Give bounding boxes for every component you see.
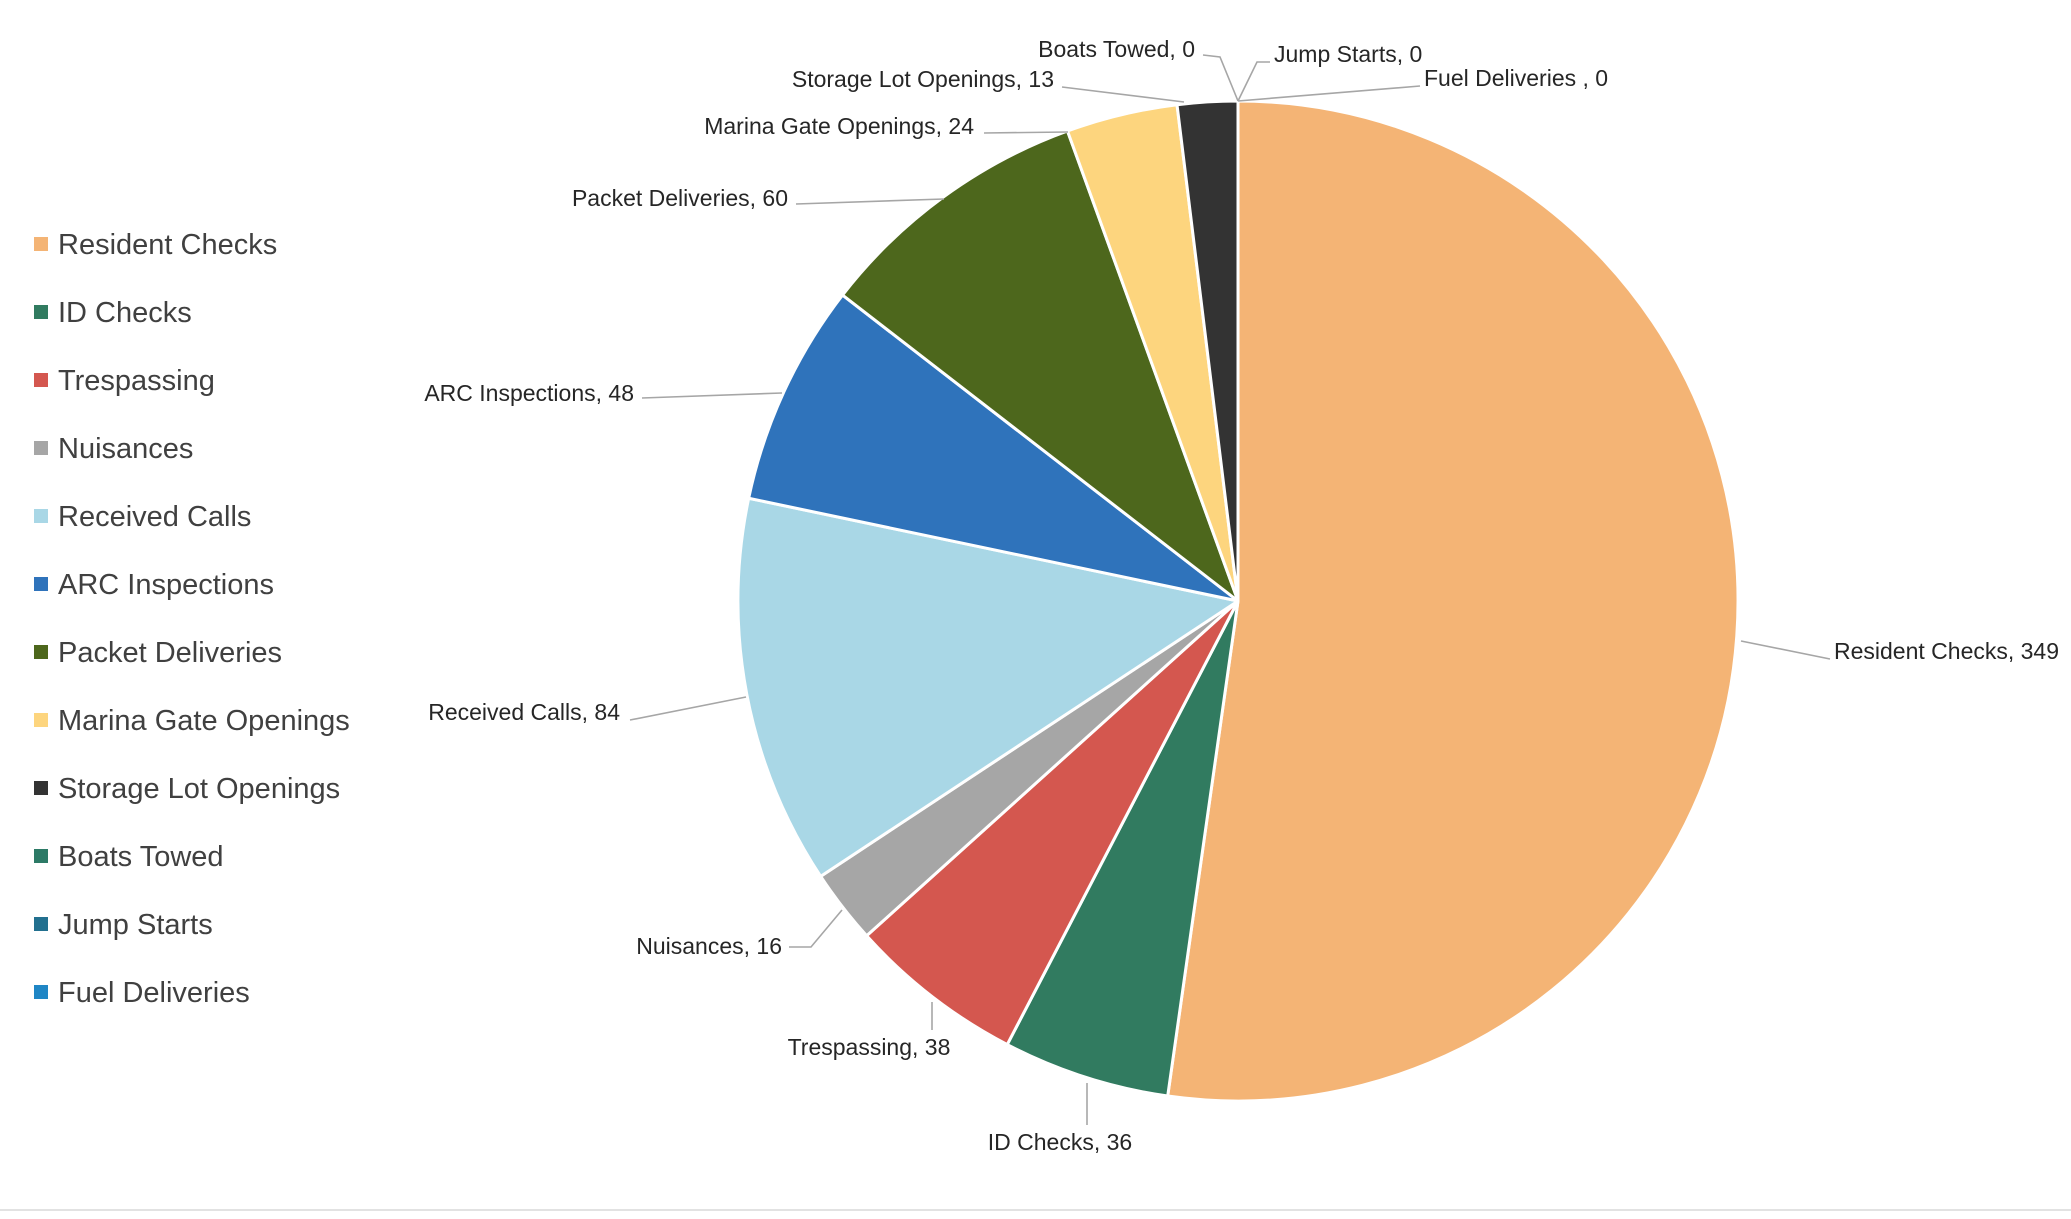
legend-swatch-storage-lot-openings — [34, 781, 48, 795]
data-label-resident-checks: Resident Checks, 349 — [1834, 638, 2059, 664]
legend-swatch-jump-starts — [34, 917, 48, 931]
data-label-marina-gate-openings: Marina Gate Openings, 24 — [704, 113, 974, 139]
pie-slice-arc-inspections — [747, 293, 1240, 603]
legend-swatch-marina-gate-openings — [34, 713, 48, 727]
leader-line-nuisances — [789, 909, 843, 948]
pie-slice-id-checks — [1005, 599, 1240, 1098]
legend-label-packet-deliveries: Packet Deliveries — [58, 637, 282, 669]
legend-label-storage-lot-openings: Storage Lot Openings — [58, 773, 340, 805]
legend-swatch-boats-towed — [34, 849, 48, 863]
legend-swatch-id-checks — [34, 305, 48, 319]
leader-line-packet-deliveries — [795, 198, 945, 205]
leader-line-arc-inspections — [641, 392, 783, 399]
legend-swatch-trespassing — [34, 373, 48, 387]
legend-label-resident-checks: Resident Checks — [58, 229, 277, 261]
legend-label-nuisances: Nuisances — [58, 433, 193, 465]
data-label-received-calls: Received Calls, 84 — [428, 699, 620, 725]
legend-label-fuel-deliveries: Fuel Deliveries — [58, 977, 250, 1009]
legend-swatch-received-calls — [34, 509, 48, 523]
pie-slice-trespassing — [865, 599, 1240, 1047]
pie-slices — [736, 99, 1740, 1103]
leader-line-received-calls — [629, 696, 747, 721]
legend-label-trespassing: Trespassing — [58, 365, 215, 397]
data-label-id-checks: ID Checks, 36 — [988, 1129, 1132, 1155]
data-label-arc-inspections: ARC Inspections, 48 — [424, 380, 634, 406]
leader-line-jump-starts — [1237, 61, 1270, 102]
leader-line-resident-checks — [1740, 640, 1831, 660]
legend-swatch-resident-checks — [34, 237, 48, 251]
data-label-packet-deliveries: Packet Deliveries, 60 — [572, 185, 788, 211]
legend-label-marina-gate-openings: Marina Gate Openings — [58, 705, 350, 737]
legend-label-boats-towed: Boats Towed — [58, 841, 224, 873]
data-label-boats-towed: Boats Towed, 0 — [1038, 36, 1195, 62]
data-label-trespassing: Trespassing, 38 — [788, 1034, 951, 1060]
legend-label-jump-starts: Jump Starts — [58, 909, 213, 941]
leader-line-storage-lot-openings — [1061, 86, 1185, 103]
leader-line-boats-towed — [1202, 54, 1239, 102]
legend-swatch-fuel-deliveries — [34, 985, 48, 999]
pie-slice-packet-deliveries — [841, 129, 1240, 603]
legend-label-id-checks: ID Checks — [58, 297, 192, 329]
leader-lines — [629, 54, 1831, 1125]
legend-label-arc-inspections: ARC Inspections — [58, 569, 274, 601]
legend-swatch-packet-deliveries — [34, 645, 48, 659]
data-label-storage-lot-openings: Storage Lot Openings, 13 — [792, 66, 1054, 92]
data-label-fuel-deliveries: Fuel Deliveries , 0 — [1424, 65, 1608, 91]
pie-slice-received-calls — [736, 496, 1240, 878]
data-labels: Resident Checks, 349 ID Checks, 36 Trespas… — [424, 36, 2059, 1155]
data-label-jump-starts: Jump Starts, 0 — [1274, 41, 1422, 67]
legend-label-received-calls: Received Calls — [58, 501, 251, 533]
legend-swatch-nuisances — [34, 441, 48, 455]
pie-slice-resident-checks — [1166, 99, 1740, 1103]
legend-swatch-arc-inspections — [34, 577, 48, 591]
leader-line-marina-gate-openings — [983, 131, 1069, 134]
data-label-nuisances: Nuisances, 16 — [636, 933, 782, 959]
leader-line-fuel-deliveries — [1237, 85, 1421, 102]
legend: Resident Checks ID Checks Trespassing Nuisa… — [34, 229, 350, 1009]
